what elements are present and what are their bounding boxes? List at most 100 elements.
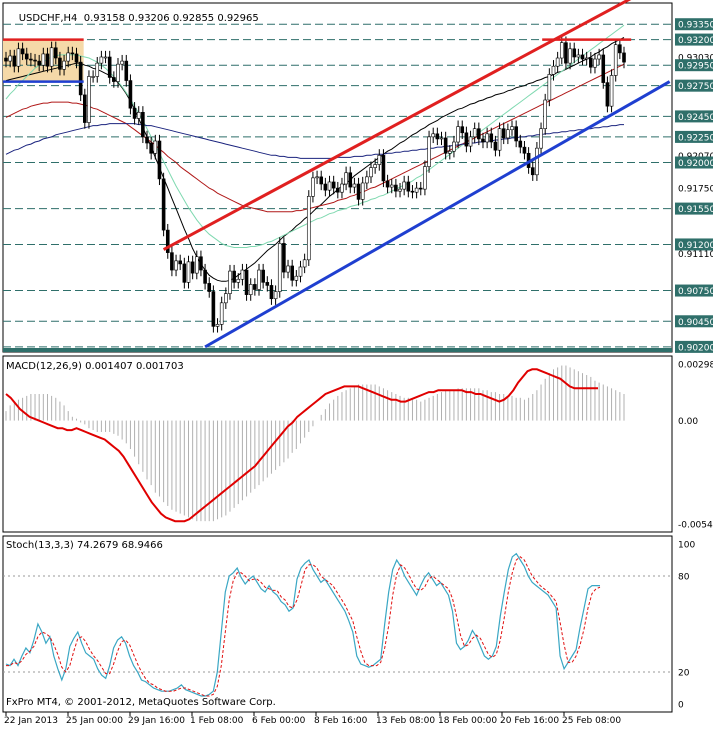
candle-body	[203, 269, 207, 284]
candle-body	[4, 57, 8, 62]
price-baseline-bar	[3, 348, 672, 352]
candle-body	[248, 284, 253, 295]
x-axis-label: 1 Feb 08:00	[190, 716, 244, 726]
candle-body	[348, 172, 353, 188]
candle-body	[290, 265, 294, 281]
x-axis-label: 20 Feb 16:00	[500, 716, 559, 726]
candle-body	[145, 136, 149, 144]
candle-body	[153, 140, 158, 154]
price-level-label: 0.90450	[678, 318, 713, 328]
candle-body	[385, 180, 390, 188]
candle-body	[618, 44, 622, 54]
candle-body	[340, 183, 344, 193]
candle-body	[518, 140, 523, 148]
x-axis-label: 6 Feb 00:00	[252, 716, 306, 726]
candle-body	[568, 48, 572, 64]
candle-body	[128, 80, 133, 109]
candles-group	[4, 36, 626, 333]
candle-body	[211, 291, 216, 327]
stoch-tick-label: 20	[678, 669, 690, 679]
candle-body	[381, 155, 386, 182]
candle-body	[543, 99, 547, 129]
candle-body	[336, 187, 340, 193]
candle-body	[66, 52, 71, 62]
candle-body	[613, 44, 618, 76]
candle-body	[323, 183, 328, 191]
macd-panel-frame	[2, 355, 673, 533]
candle-body	[456, 126, 460, 143]
candle-body	[564, 42, 568, 64]
candle-body	[224, 293, 228, 304]
candle-body	[452, 141, 456, 152]
candle-body	[352, 183, 357, 188]
candle-body	[165, 229, 170, 253]
trendline-blue-1	[204, 80, 671, 349]
candle-body	[535, 147, 539, 176]
price-level-label: 0.90200	[678, 343, 713, 353]
copyright-footer: FxPro MT4, © 2001-2012, MetaQuotes Softw…	[6, 697, 276, 708]
price-level-label: 0.90750	[678, 287, 713, 297]
candle-body	[605, 82, 610, 107]
price-tick-label: 0.93030	[678, 53, 713, 63]
candle-body	[12, 55, 17, 67]
candle-body	[282, 243, 286, 273]
candle-body	[219, 302, 224, 325]
moving-average-navy	[5, 123, 624, 159]
candle-body	[186, 261, 191, 283]
candle-body	[37, 60, 41, 66]
candle-body	[58, 57, 62, 70]
stoch-tick-label: 0	[678, 701, 684, 711]
candle-body	[572, 48, 577, 58]
candle-body	[107, 56, 112, 78]
candle-body	[344, 172, 348, 185]
price-level-label: 0.92250	[678, 133, 713, 143]
candle-body	[306, 196, 311, 261]
candle-body	[423, 166, 427, 190]
candle-body	[443, 137, 448, 154]
candle-body	[91, 76, 95, 78]
candle-body	[269, 285, 274, 300]
candle-body	[601, 54, 606, 83]
stoch-tick-label: 100	[678, 541, 695, 551]
macd-histogram-group	[5, 365, 625, 522]
stoch-main-line	[5, 552, 600, 697]
macd-tick-label: 0.002981	[678, 361, 713, 371]
candle-body	[62, 60, 66, 70]
candle-body	[460, 126, 465, 134]
candle-body	[277, 243, 282, 292]
trendline-red-0	[162, 0, 632, 251]
candle-body	[41, 53, 46, 66]
candle-body	[559, 42, 564, 59]
candle-body	[547, 74, 552, 101]
candle-body	[103, 56, 108, 59]
candle-body	[501, 128, 506, 139]
candle-body	[236, 278, 241, 283]
x-axis-label: 25 Jan 00:00	[66, 716, 123, 726]
stoch-header: Stoch(13,3,3) 74.2679 68.9466	[6, 540, 163, 551]
candle-body	[597, 54, 601, 60]
candle-body	[493, 141, 498, 151]
price-level-label-bg	[675, 284, 713, 297]
candle-body	[124, 60, 129, 81]
candle-body	[273, 291, 278, 300]
candle-body	[157, 140, 162, 180]
x-axis-label: 25 Feb 08:00	[562, 716, 621, 726]
price-tick-label: 0.91110	[678, 250, 713, 260]
candle-body	[33, 59, 37, 62]
candle-body	[365, 176, 369, 184]
candle-body	[489, 133, 494, 143]
candle-body	[369, 167, 373, 178]
candle-body	[161, 178, 166, 231]
candle-body	[112, 77, 116, 82]
macd-header: MACD(12,26,9) 0.001407 0.001703	[6, 361, 184, 372]
candle-body	[53, 47, 58, 59]
x-axis-label: 18 Feb 00:00	[438, 716, 497, 726]
candle-body	[265, 282, 270, 286]
candle-body	[580, 54, 585, 60]
candle-body	[468, 136, 473, 147]
candle-body	[402, 181, 406, 190]
price-level-label-bg	[675, 156, 713, 169]
stoch-tick-label: 80	[678, 573, 690, 583]
candle-body	[244, 269, 249, 295]
